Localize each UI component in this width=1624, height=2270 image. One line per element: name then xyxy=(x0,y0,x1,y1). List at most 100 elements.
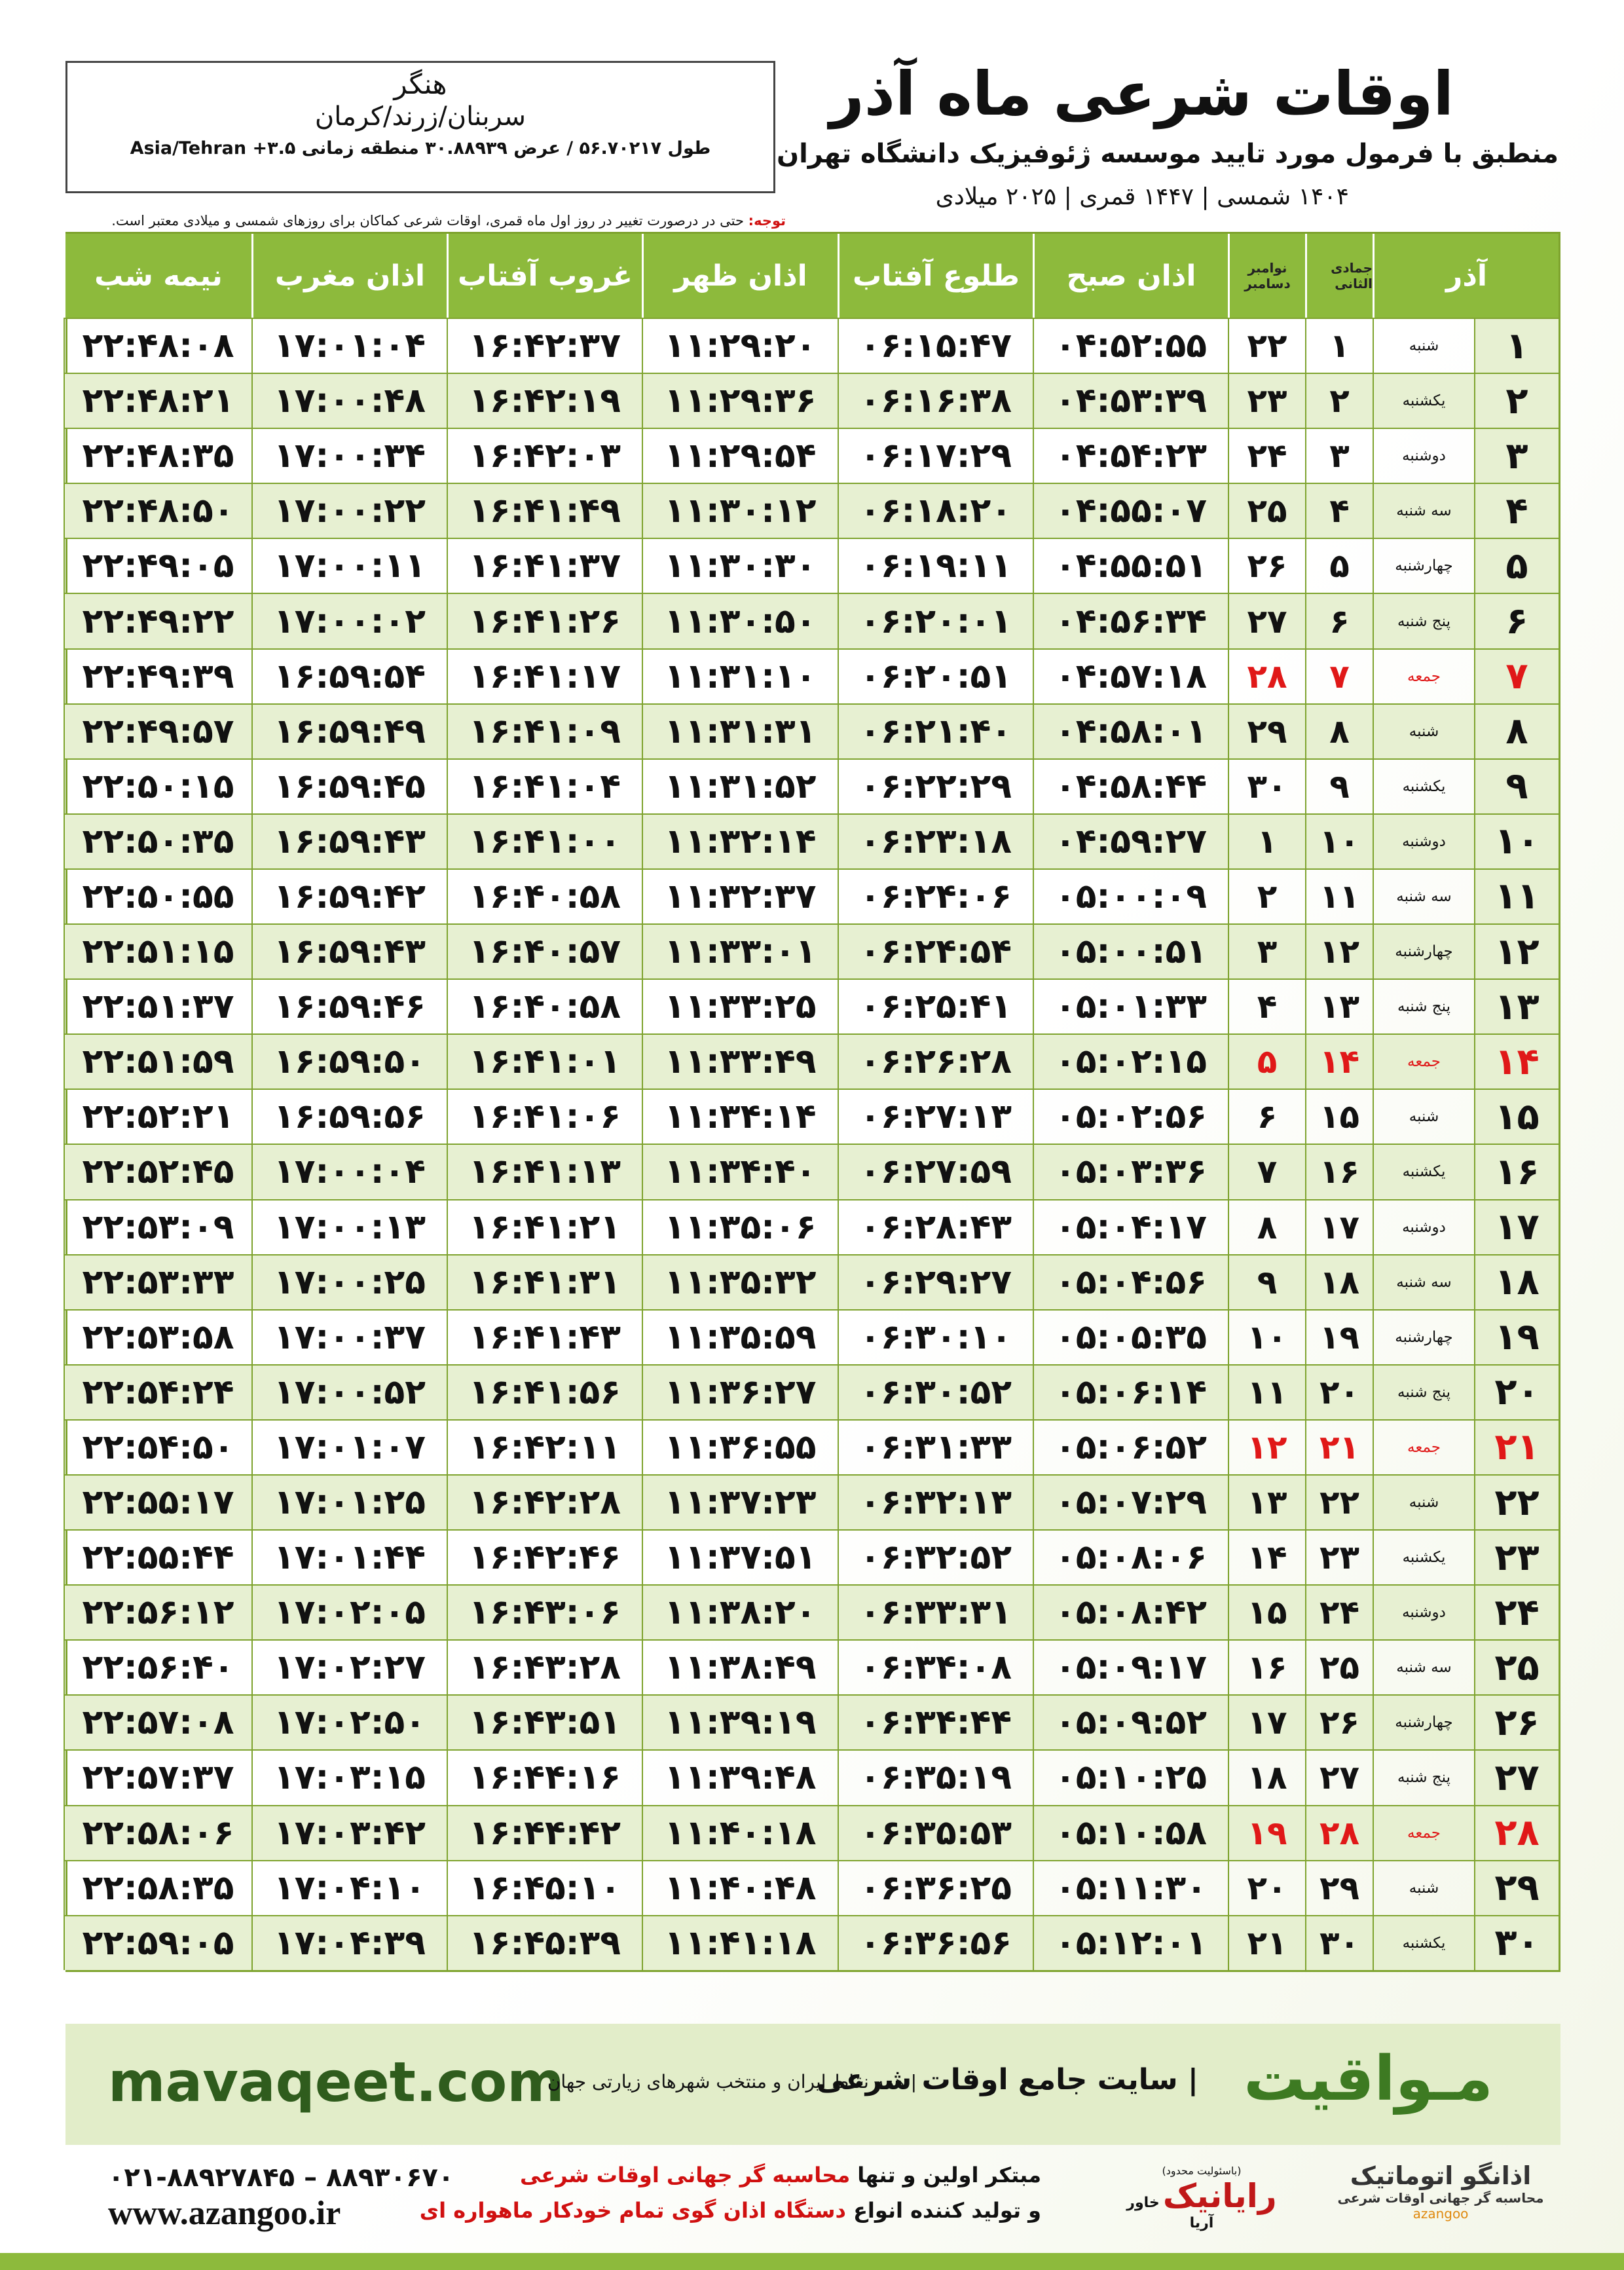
time: ۱۶:۴۴:۴۲ xyxy=(447,1804,642,1860)
time: ۲۲:۵۲:۴۵ xyxy=(64,1144,251,1199)
logo-rayanik: (باسئولیت محدود) رایانیک خاور آریا xyxy=(1120,2165,1283,2231)
day-number: ۱۰ xyxy=(1474,813,1559,868)
logo-sub: محاسبه گر جهانی اوقات شرعی xyxy=(1337,2190,1544,2206)
weekday: جمعه xyxy=(1373,1033,1474,1089)
hijri-day: ۲۶ xyxy=(1305,1694,1373,1750)
time: ۱۱:۴۱:۱۸ xyxy=(642,1914,838,1970)
header-greg-month: نوامبر xyxy=(1247,260,1287,276)
time: ۱۶:۴۲:۱۹ xyxy=(447,373,642,428)
time: ۱۶:۴۱:۲۶ xyxy=(447,593,642,648)
time: ۰۵:۰۲:۵۶ xyxy=(1033,1088,1228,1144)
weekday: سه شنبه xyxy=(1373,1639,1474,1695)
time: ۰۶:۱۶:۳۸ xyxy=(838,373,1033,428)
greg-day: ۱۸ xyxy=(1228,1749,1305,1805)
time: ۱۷:۰۰:۳۷ xyxy=(251,1309,447,1364)
time: ۱۷:۰۰:۲۲ xyxy=(251,483,447,538)
phones: ۰۲۱-۸۸۹۲۷۸۴۵ – ۸۸۹۳۰۶۷۰ xyxy=(108,2163,454,2193)
banner-url[interactable]: mavaqeet.com xyxy=(108,2050,564,2114)
time: ۲۲:۵۷:۰۸ xyxy=(64,1694,251,1750)
day-number: ۱ xyxy=(1474,318,1559,373)
time: ۰۴:۵۶:۳۴ xyxy=(1033,593,1228,648)
weekday: دوشنبه xyxy=(1373,1199,1474,1254)
header-time: نیمه شب xyxy=(64,234,251,318)
day-number: ۲۴ xyxy=(1474,1584,1559,1640)
title: اوقات شرعی ماه آذر xyxy=(829,59,1454,129)
subtitle: منطبق با فرمول مورد تایید موسسه ژئوفیزیک… xyxy=(776,139,1559,169)
hijri-day: ۵ xyxy=(1305,538,1373,593)
greg-day: ۲۲ xyxy=(1228,318,1305,373)
greg-day: ۱۶ xyxy=(1228,1639,1305,1695)
time: ۱۱:۴۰:۴۸ xyxy=(642,1859,838,1915)
weekday: یکشنبه xyxy=(1373,373,1474,428)
greg-day: ۲۹ xyxy=(1228,703,1305,758)
time: ۱۷:۰۱:۲۵ xyxy=(251,1474,447,1530)
time: ۲۲:۴۸:۲۱ xyxy=(64,373,251,428)
day-number: ۲۸ xyxy=(1474,1804,1559,1860)
time: ۱۶:۴۳:۰۶ xyxy=(447,1584,642,1640)
time: ۰۵:۰۸:۴۲ xyxy=(1033,1584,1228,1640)
time: ۱۱:۳۵:۳۲ xyxy=(642,1254,838,1309)
weekday: یکشنبه xyxy=(1373,1144,1474,1199)
hijri-day: ۱۹ xyxy=(1305,1309,1373,1364)
time: ۰۵:۱۰:۲۵ xyxy=(1033,1749,1228,1805)
time: ۱۱:۳۲:۳۷ xyxy=(642,868,838,924)
time: ۱۱:۲۹:۳۶ xyxy=(642,373,838,428)
time: ۱۷:۰۱:۰۴ xyxy=(251,318,447,373)
logo-note: (باسئولیت محدود) xyxy=(1162,2165,1242,2177)
time: ۲۲:۵۲:۲۱ xyxy=(64,1088,251,1144)
notice-label: توجه: xyxy=(748,213,786,229)
time: ۰۴:۵۷:۱۸ xyxy=(1033,648,1228,703)
time: ۲۲:۴۹:۵۷ xyxy=(64,703,251,758)
time: ۱۱:۳۸:۴۹ xyxy=(642,1639,838,1695)
time: ۱۱:۳۱:۱۰ xyxy=(642,648,838,703)
time: ۱۱:۳۷:۲۳ xyxy=(642,1474,838,1530)
time: ۱۶:۴۴:۱۶ xyxy=(447,1749,642,1805)
header-month: آذر xyxy=(1373,234,1559,318)
hijri-day: ۹ xyxy=(1305,758,1373,813)
time: ۰۶:۳۱:۳۳ xyxy=(838,1419,1033,1474)
greg-day: ۶ xyxy=(1228,1088,1305,1144)
hijri-day: ۶ xyxy=(1305,593,1373,648)
time: ۱۶:۴۵:۱۰ xyxy=(447,1859,642,1915)
hijri-day: ۲۳ xyxy=(1305,1529,1373,1585)
time: ۱۶:۴۱:۱۳ xyxy=(447,1144,642,1199)
time: ۱۷:۰۲:۰۵ xyxy=(251,1584,447,1640)
time: ۰۵:۰۴:۱۷ xyxy=(1033,1199,1228,1254)
greg-day: ۲۴ xyxy=(1228,428,1305,483)
time: ۱۱:۳۶:۵۵ xyxy=(642,1419,838,1474)
day-number: ۱۵ xyxy=(1474,1088,1559,1144)
time: ۲۲:۵۶:۴۰ xyxy=(64,1639,251,1695)
header-greg: نوامبر دسامبر xyxy=(1228,234,1305,318)
day-number: ۳۰ xyxy=(1474,1914,1559,1970)
time: ۱۷:۰۲:۲۷ xyxy=(251,1639,447,1695)
time: ۰۴:۵۵:۰۷ xyxy=(1033,483,1228,538)
time: ۱۱:۳۴:۴۰ xyxy=(642,1144,838,1199)
time: ۰۶:۳۰:۵۲ xyxy=(838,1364,1033,1419)
time: ۱۶:۴۱:۰۶ xyxy=(447,1088,642,1144)
time: ۱۶:۵۹:۴۹ xyxy=(251,703,447,758)
location-box: هنگر سربنان/زرند/کرمان طول ۵۶.۷۰۲۱۷ / عر… xyxy=(65,61,775,193)
day-number: ۵ xyxy=(1474,538,1559,593)
prayer-table: آذر جمادی الثانی نوامبر دسامبر اذان صبح طلوع … xyxy=(64,232,1560,1972)
day-number: ۲۶ xyxy=(1474,1694,1559,1750)
time: ۱۷:۰۱:۴۴ xyxy=(251,1529,447,1585)
time: ۰۵:۰۰:۵۱ xyxy=(1033,923,1228,979)
time: ۱۷:۰۴:۳۹ xyxy=(251,1914,447,1970)
greg-day: ۲۳ xyxy=(1228,373,1305,428)
time: ۱۶:۴۱:۰۹ xyxy=(447,703,642,758)
time: ۲۲:۴۹:۳۹ xyxy=(64,648,251,703)
weekday: یکشنبه xyxy=(1373,1914,1474,1970)
time: ۱۶:۵۹:۵۰ xyxy=(251,1033,447,1089)
location-region: سربنان/زرند/کرمان xyxy=(314,102,526,132)
time: ۱۶:۴۱:۰۱ xyxy=(447,1033,642,1089)
time: ۰۶:۲۴:۵۴ xyxy=(838,923,1033,979)
banner-slogan: | سایت جامع اوقات شرعی xyxy=(817,2063,1198,2096)
hijri-day: ۱۷ xyxy=(1305,1199,1373,1254)
location-name: هنگر xyxy=(394,68,447,100)
time: ۰۴:۵۳:۳۹ xyxy=(1033,373,1228,428)
hijri-day: ۱۵ xyxy=(1305,1088,1373,1144)
day-number: ۶ xyxy=(1474,593,1559,648)
time: ۱۷:۰۳:۱۵ xyxy=(251,1749,447,1805)
hijri-day: ۷ xyxy=(1305,648,1373,703)
website[interactable]: www.azangoo.ir xyxy=(108,2195,341,2232)
